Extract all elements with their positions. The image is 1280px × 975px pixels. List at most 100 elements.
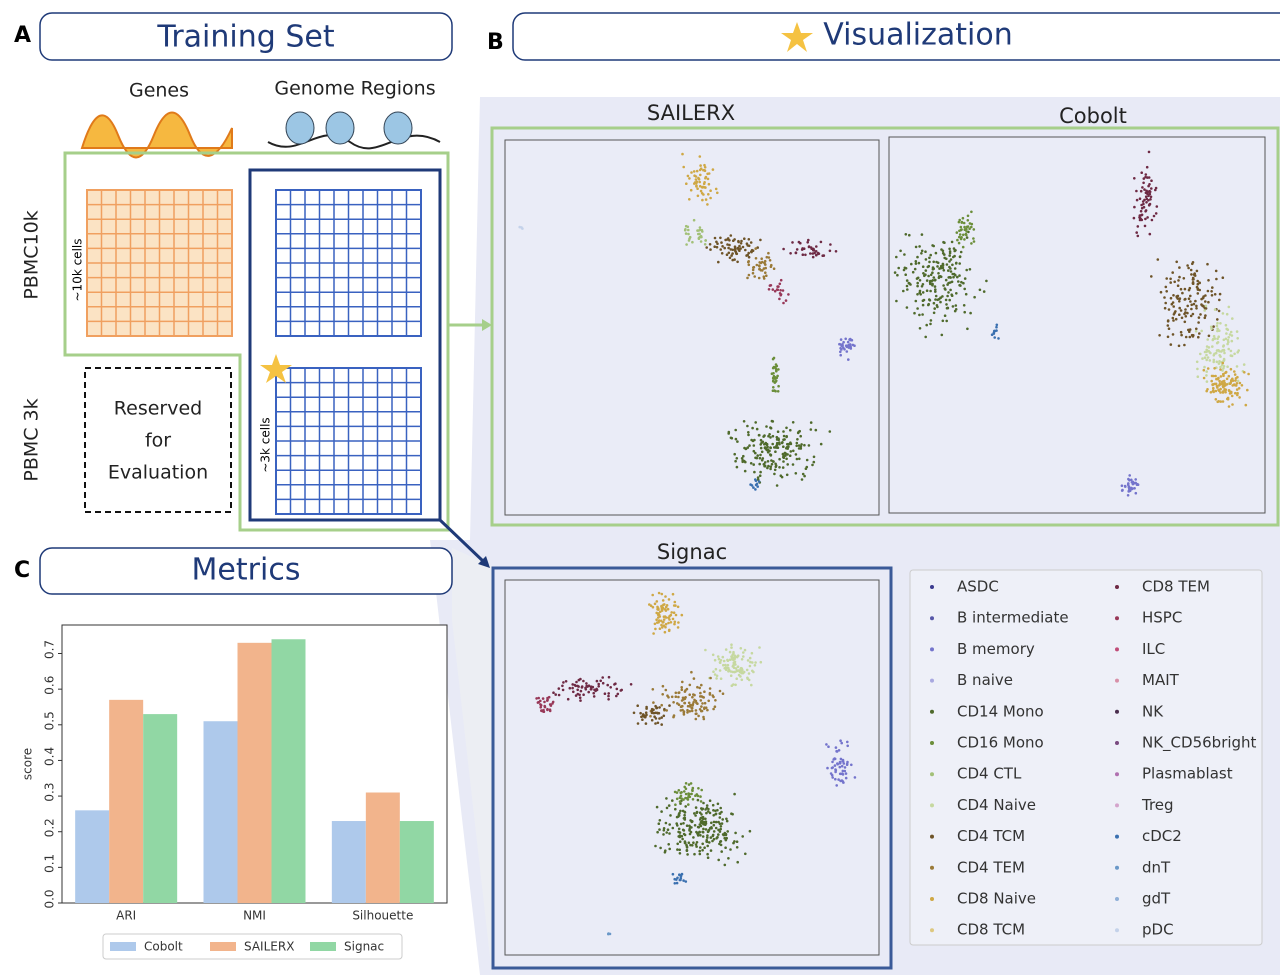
cell-dot xyxy=(795,441,799,445)
cell-dot xyxy=(769,284,773,287)
cell-dot xyxy=(1196,282,1200,286)
cell-dot xyxy=(747,431,750,434)
cell-dot xyxy=(684,805,687,808)
cell-dot xyxy=(773,468,777,472)
cell-dot xyxy=(906,288,909,291)
cell-dot xyxy=(972,228,976,231)
cell-dot xyxy=(747,238,751,241)
cell-dot xyxy=(739,647,743,650)
cell-dot xyxy=(731,665,735,668)
cell-dot xyxy=(847,346,851,349)
cell-dot xyxy=(717,260,720,264)
cell-dot xyxy=(905,306,909,309)
cell-dot xyxy=(718,661,722,664)
cell-dot xyxy=(747,255,751,259)
cell-dot xyxy=(1218,292,1222,296)
bar xyxy=(271,639,306,903)
arrow xyxy=(438,518,486,564)
cell-dot xyxy=(829,243,832,246)
cell-dot xyxy=(1205,370,1208,373)
cell-dot xyxy=(679,876,683,880)
cell-dot xyxy=(920,285,924,288)
cell-dot xyxy=(715,837,718,840)
cell-dot xyxy=(659,610,662,614)
cell-dot xyxy=(1235,388,1239,391)
cell-dot xyxy=(763,259,767,263)
cell-dot xyxy=(658,706,661,709)
cell-dot xyxy=(714,699,717,702)
cell-dot xyxy=(809,428,813,431)
dataset-label: PBMC10k xyxy=(21,210,43,299)
legend-label: CD4 CTL xyxy=(957,765,1022,783)
cell-dot xyxy=(654,711,657,715)
cell-dot xyxy=(714,187,718,191)
cell-dot xyxy=(938,267,941,270)
cell-dot xyxy=(664,609,668,612)
cell-dot xyxy=(955,261,958,265)
cell-dot xyxy=(706,844,709,848)
cell-dot xyxy=(704,176,707,180)
cell-dot xyxy=(1210,374,1214,378)
cell-dot xyxy=(1155,205,1159,208)
cell-dot xyxy=(754,479,758,483)
cell-dot xyxy=(1203,356,1207,360)
cell-dot xyxy=(1169,296,1173,300)
cell-dot xyxy=(802,247,806,250)
cell-dot xyxy=(916,284,919,288)
cell-dot xyxy=(1234,377,1238,380)
cell-dot xyxy=(830,766,834,770)
cell-dot xyxy=(1217,309,1221,313)
cell-dot xyxy=(843,769,847,773)
cell-dot xyxy=(675,797,679,801)
cell-dot xyxy=(997,337,1000,340)
cell-dot xyxy=(689,188,693,192)
cell-dot xyxy=(902,289,905,293)
cell-dot xyxy=(828,430,832,433)
cell-dot xyxy=(706,203,709,206)
cell-dot xyxy=(775,435,779,439)
cell-dot xyxy=(615,687,619,691)
cell-dot xyxy=(695,845,698,848)
cell-dot xyxy=(593,688,596,692)
cell-dot xyxy=(946,294,949,298)
cell-dot xyxy=(719,248,722,251)
cell-dot xyxy=(956,238,959,242)
cell-dot xyxy=(759,446,763,450)
cell-dot xyxy=(846,760,849,764)
cell-dot xyxy=(685,848,689,852)
cell-dot xyxy=(1218,379,1221,383)
cell-dot xyxy=(1172,319,1175,322)
cell-dot xyxy=(750,438,753,442)
cell-dot xyxy=(799,445,803,448)
cell-dot xyxy=(1140,203,1143,207)
cell-dot xyxy=(832,758,835,761)
cell-dot xyxy=(697,229,700,232)
cell-dot xyxy=(662,714,666,718)
cell-dot xyxy=(671,826,675,830)
cell-dot xyxy=(584,686,587,690)
cell-dot xyxy=(652,701,655,704)
cell-dot xyxy=(677,621,680,624)
cell-dot xyxy=(927,302,930,306)
cell-dot xyxy=(958,233,962,236)
cell-dot xyxy=(690,704,694,707)
cell-dot xyxy=(729,248,733,251)
legend-label: cDC2 xyxy=(1142,827,1182,845)
cell-dot xyxy=(671,799,674,802)
cell-dot xyxy=(726,658,729,662)
cell-dot xyxy=(913,267,917,271)
cell-dot xyxy=(741,835,744,838)
cell-dot xyxy=(831,760,834,764)
cell-dot xyxy=(1147,194,1150,198)
cell-dot xyxy=(822,254,826,257)
cell-dot xyxy=(963,225,966,229)
panel-letter: A xyxy=(14,23,31,48)
cell-dot xyxy=(754,661,757,664)
cell-dot xyxy=(607,675,611,679)
cell-count: ~3k cells xyxy=(259,417,273,472)
legend-swatch xyxy=(930,741,934,745)
cell-dot xyxy=(1227,347,1230,351)
cell-dot xyxy=(932,311,936,315)
cell-dot xyxy=(740,678,744,682)
cell-dot xyxy=(698,155,702,158)
